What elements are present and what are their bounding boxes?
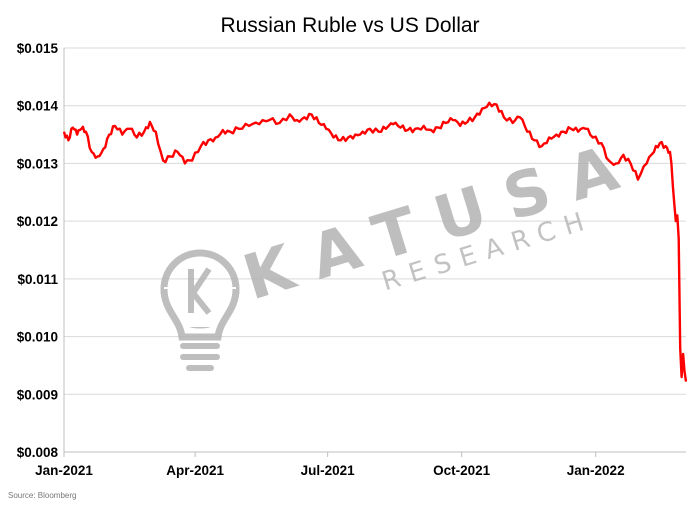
lightbulb-k-icon xyxy=(160,249,240,371)
y-tick-label: $0.013 xyxy=(17,156,59,171)
x-tick-label: Apr-2021 xyxy=(166,463,224,478)
ruble-usd-series-line xyxy=(62,101,688,382)
y-tick-label: $0.010 xyxy=(17,330,58,345)
watermark: KATUSA RESEARCH xyxy=(160,125,647,371)
y-tick-label: $0.011 xyxy=(17,272,58,287)
y-tick-label: $0.015 xyxy=(17,41,59,56)
y-tick-label: $0.009 xyxy=(17,387,58,402)
x-tick-label: Jan-2021 xyxy=(35,463,93,478)
y-tick-label: $0.008 xyxy=(17,445,59,460)
x-tick-label: Jul-2021 xyxy=(301,463,356,478)
y-tick-label: $0.012 xyxy=(17,214,58,229)
x-tick-label: Jan-2022 xyxy=(567,463,625,478)
x-tick-label: Oct-2021 xyxy=(433,463,491,478)
y-axis-ticks: $0.008 $0.009 $0.010 $0.011 $0.012 $0.013 $0.0… xyxy=(17,41,59,460)
x-axis-ticks: Jan-2021 Apr-2021 Jul-2021 Oct-2021 Jan-2022 xyxy=(35,452,625,478)
y-tick-label: $0.014 xyxy=(17,99,59,114)
chart-title: Russian Ruble vs US Dollar xyxy=(220,14,479,37)
source-note: Source: Bloomberg xyxy=(8,491,76,500)
